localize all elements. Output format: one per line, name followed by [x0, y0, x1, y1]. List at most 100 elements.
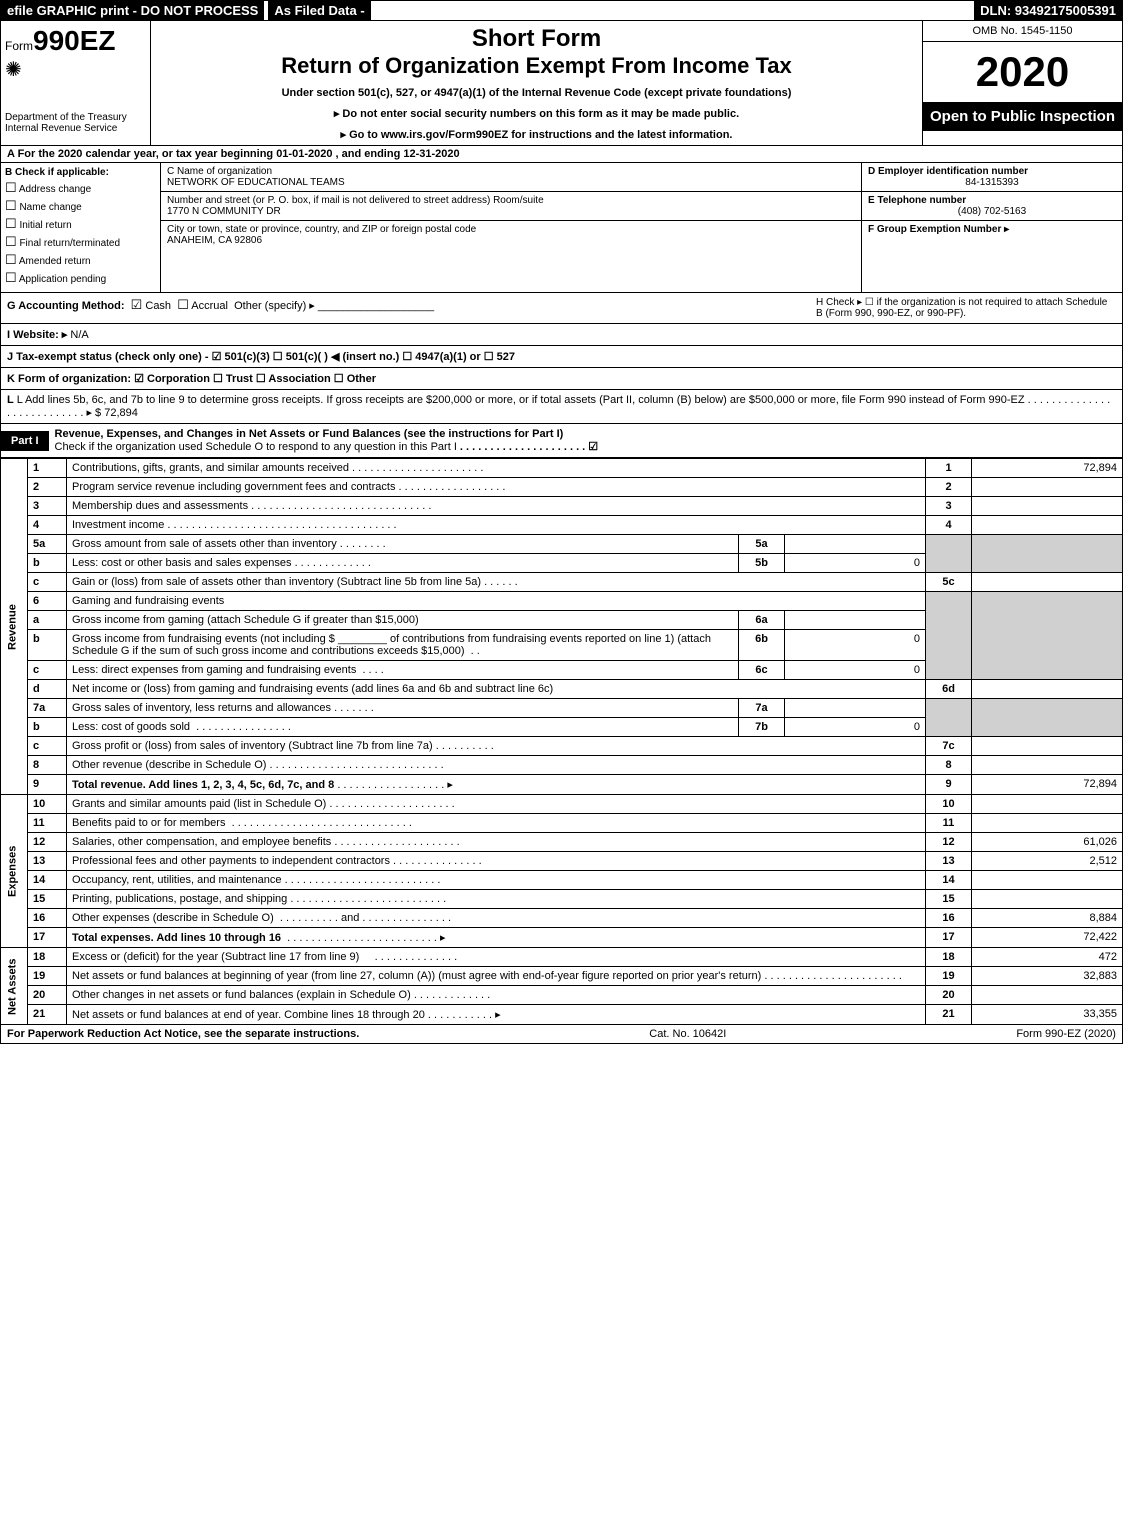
- l15-col: 15: [926, 890, 972, 909]
- l20-col: 20: [926, 986, 972, 1005]
- l6b-subval: 0: [785, 630, 926, 661]
- l13-col: 13: [926, 852, 972, 871]
- l6a-sub: 6a: [739, 611, 785, 630]
- l5b-num: b: [28, 554, 67, 573]
- l15-num: 15: [28, 890, 67, 909]
- omb-number: OMB No. 1545-1150: [923, 21, 1122, 42]
- l7c-val: [972, 737, 1123, 756]
- checkbox-name-change[interactable]: Name change: [5, 198, 156, 214]
- city-label: City or town, state or province, country…: [167, 224, 855, 235]
- l12-desc: Salaries, other compensation, and employ…: [72, 836, 331, 848]
- l5b-desc: Less: cost or other basis and sales expe…: [72, 557, 292, 569]
- l7c-desc: Gross profit or (loss) from sales of inv…: [72, 740, 433, 752]
- l13-val: 2,512: [972, 852, 1123, 871]
- section-j-text: J Tax-exempt status (check only one) - ☑…: [7, 351, 515, 363]
- l17-desc: Total expenses. Add lines 10 through 16: [72, 932, 281, 944]
- l4-col: 4: [926, 516, 972, 535]
- l7a-desc: Gross sales of inventory, less returns a…: [72, 702, 331, 714]
- l7a-sub: 7a: [739, 699, 785, 718]
- l2-col: 2: [926, 478, 972, 497]
- l12-col: 12: [926, 833, 972, 852]
- info-grid: B Check if applicable: Address change Na…: [0, 163, 1123, 293]
- grey-cell: [972, 535, 1123, 573]
- checkbox-initial-return[interactable]: Initial return: [5, 216, 156, 232]
- grey-cell: [926, 592, 972, 680]
- l3-col: 3: [926, 497, 972, 516]
- dept-irs: Internal Revenue Service: [5, 123, 146, 134]
- l11-val: [972, 814, 1123, 833]
- part-1-checkbox[interactable]: ☑: [588, 441, 598, 453]
- l20-val: [972, 986, 1123, 1005]
- dept-treasury: Department of the Treasury: [5, 112, 146, 123]
- l2-num: 2: [28, 478, 67, 497]
- l17-col: 17: [926, 928, 972, 948]
- l20-desc: Other changes in net assets or fund bala…: [72, 989, 411, 1001]
- l12-val: 61,026: [972, 833, 1123, 852]
- section-g-label: G Accounting Method:: [7, 300, 125, 312]
- section-l: L L Add lines 5b, 6c, and 7b to line 9 t…: [0, 390, 1123, 424]
- l9-desc: Total revenue. Add lines 1, 2, 3, 4, 5c,…: [72, 779, 334, 791]
- l16-desc: Other expenses (describe in Schedule O): [72, 912, 274, 924]
- l6d-num: d: [28, 680, 67, 699]
- l1-num: 1: [28, 459, 67, 478]
- l5b-subval: 0: [785, 554, 926, 573]
- dln-label: DLN: 93492175005391: [974, 1, 1122, 20]
- l6d-val: [972, 680, 1123, 699]
- footer: For Paperwork Reduction Act Notice, see …: [0, 1025, 1123, 1044]
- l12-num: 12: [28, 833, 67, 852]
- grey-cell: [972, 699, 1123, 737]
- footer-right: Form 990-EZ (2020): [1016, 1028, 1116, 1040]
- checkbox-accrual[interactable]: [177, 300, 189, 312]
- short-form-label: Short Form: [155, 25, 918, 53]
- l5a-desc: Gross amount from sale of assets other t…: [72, 538, 337, 550]
- section-i-label: I Website: ▸: [7, 329, 67, 341]
- l9-val: 72,894: [972, 775, 1123, 795]
- form-prefix: Form: [5, 39, 33, 53]
- l18-num: 18: [28, 948, 67, 967]
- street-address: 1770 N COMMUNITY DR: [167, 206, 855, 217]
- expenses-label: Expenses: [1, 795, 28, 948]
- checkbox-amended-return[interactable]: Amended return: [5, 252, 156, 268]
- tax-year: 2020: [923, 42, 1122, 102]
- footer-left: For Paperwork Reduction Act Notice, see …: [7, 1028, 359, 1040]
- section-j: J Tax-exempt status (check only one) - ☑…: [0, 346, 1123, 368]
- l5a-sub: 5a: [739, 535, 785, 554]
- l19-col: 19: [926, 967, 972, 986]
- section-g-h: G Accounting Method: Cash Accrual Other …: [0, 293, 1123, 324]
- section-d-label: D Employer identification number: [868, 166, 1116, 177]
- l14-col: 14: [926, 871, 972, 890]
- open-public-label: Open to Public Inspection: [923, 102, 1122, 131]
- section-f-label: F Group Exemption Number ▸: [868, 224, 1116, 235]
- l14-num: 14: [28, 871, 67, 890]
- checkbox-final-return[interactable]: Final return/terminated: [5, 234, 156, 250]
- l3-num: 3: [28, 497, 67, 516]
- l6b-desc1: Gross income from fundraising events (no…: [72, 633, 335, 645]
- part-1-check-text: Check if the organization used Schedule …: [55, 441, 457, 453]
- l8-col: 8: [926, 756, 972, 775]
- form-header-left: Form990EZ ✺ Department of the Treasury I…: [1, 21, 151, 145]
- l3-val: [972, 497, 1123, 516]
- l6c-desc: Less: direct expenses from gaming and fu…: [72, 664, 356, 676]
- section-l-value: ▸ $ 72,894: [86, 407, 137, 419]
- part-1-label: Part I: [1, 431, 49, 451]
- l4-num: 4: [28, 516, 67, 535]
- l18-col: 18: [926, 948, 972, 967]
- checkbox-cash[interactable]: [131, 300, 143, 312]
- checkbox-address-change[interactable]: Address change: [5, 180, 156, 196]
- website-value: N/A: [70, 329, 88, 341]
- l11-num: 11: [28, 814, 67, 833]
- l8-num: 8: [28, 756, 67, 775]
- l5c-num: c: [28, 573, 67, 592]
- checkbox-application-pending[interactable]: Application pending: [5, 270, 156, 286]
- section-c: C Name of organization NETWORK OF EDUCAT…: [161, 163, 862, 292]
- l7c-col: 7c: [926, 737, 972, 756]
- l4-desc: Investment income: [72, 519, 164, 531]
- l16-col: 16: [926, 909, 972, 928]
- l21-num: 21: [28, 1005, 67, 1025]
- l5a-subval: [785, 535, 926, 554]
- l7b-subval: 0: [785, 718, 926, 737]
- grey-cell: [972, 592, 1123, 680]
- l18-val: 472: [972, 948, 1123, 967]
- city-address: ANAHEIM, CA 92806: [167, 235, 855, 246]
- section-h: H Check ▸ ☐ if the organization is not r…: [816, 297, 1116, 319]
